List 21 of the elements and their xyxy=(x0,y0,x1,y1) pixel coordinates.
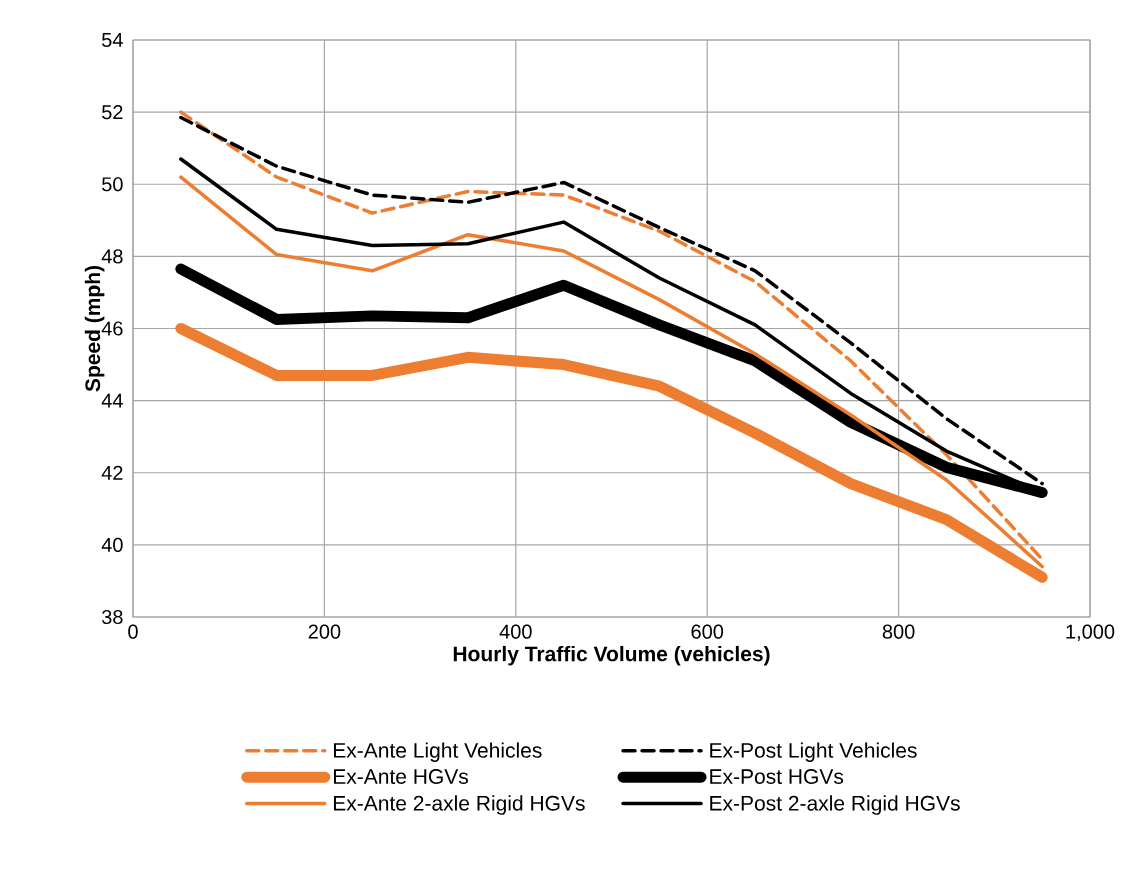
y-tick-label: 54 xyxy=(102,33,123,47)
x-tick-label: 0 xyxy=(128,624,138,639)
y-tick-label: 44 xyxy=(101,393,123,408)
x-axis-title: Hourly Traffic Volume (vehicles) xyxy=(453,645,770,666)
legend-label: Ex-Post Light Vehicles xyxy=(710,742,917,762)
x-tick-label: 200 xyxy=(308,624,341,639)
y-tick-label: 50 xyxy=(102,177,123,192)
legend-label: Ex-Post HGVs xyxy=(710,769,844,784)
y-tick-label: 52 xyxy=(102,105,123,120)
y-tick-label: 40 xyxy=(101,537,123,552)
x-tick-label: 1,000 xyxy=(1066,624,1115,642)
x-tick-label: 400 xyxy=(499,624,532,639)
legend-label: Ex-Ante 2-axle Rigid HGVs xyxy=(333,795,585,815)
legend-label: Ex-Post 2-axle Rigid HGVs xyxy=(710,795,960,815)
x-tick-label: 600 xyxy=(691,624,724,639)
y-tick-label: 48 xyxy=(101,249,123,264)
legend-label: Ex-Ante Light Vehicles xyxy=(333,742,542,762)
y-tick-label: 38 xyxy=(101,609,123,625)
legend-label: Ex-Ante HGVs xyxy=(333,769,469,784)
y-tick-label: 42 xyxy=(101,465,123,480)
x-tick-label: 800 xyxy=(882,624,915,639)
